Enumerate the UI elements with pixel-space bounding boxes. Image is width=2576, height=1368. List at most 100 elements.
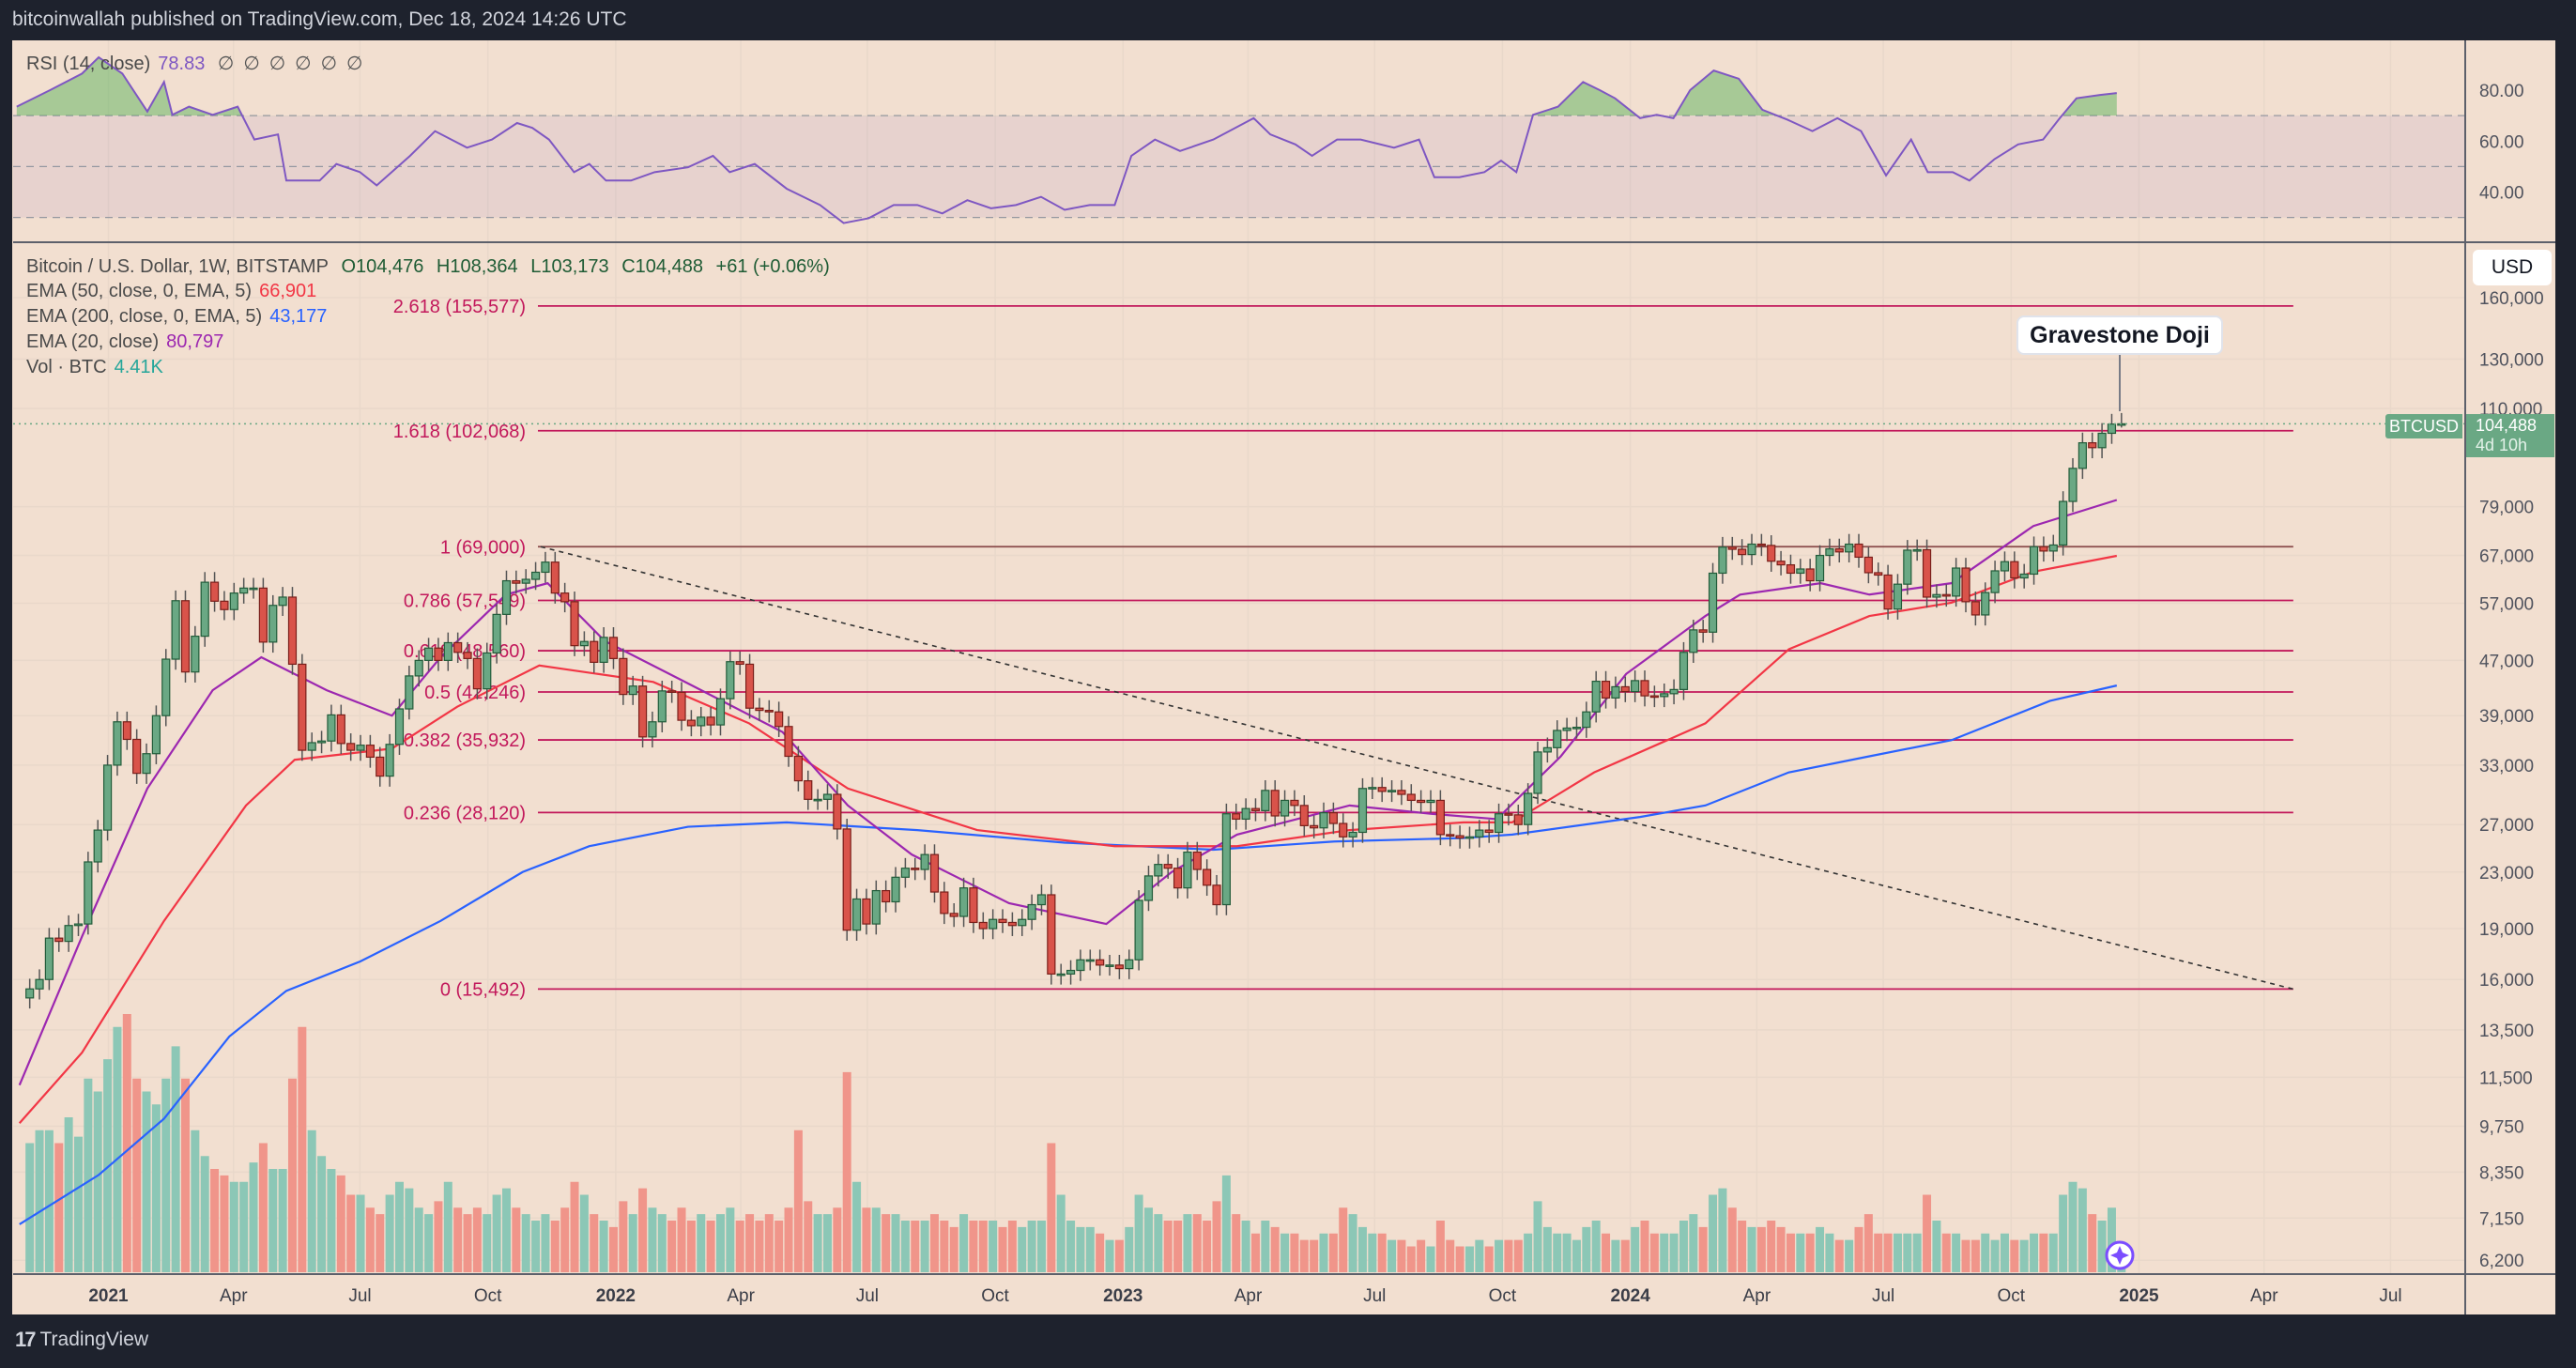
candle	[1776, 561, 1786, 566]
candle	[64, 925, 73, 943]
volume-bar	[1709, 1194, 1718, 1272]
candle	[550, 561, 560, 594]
volume-bar	[307, 1130, 316, 1272]
gravestone-doji-callout[interactable]: Gravestone Doji	[2016, 315, 2223, 355]
volume-bar	[1854, 1226, 1863, 1272]
volume-bar	[1027, 1221, 1036, 1272]
candle	[405, 675, 414, 710]
volume-bar	[1767, 1221, 1776, 1272]
candle	[619, 657, 628, 696]
candle	[1183, 851, 1192, 889]
candle	[560, 592, 570, 603]
candle	[842, 828, 851, 931]
candle	[882, 889, 891, 903]
ohlc-high: H108,364	[436, 256, 518, 277]
volume-legend[interactable]: Vol · BTC 4.41K	[26, 357, 171, 378]
volume-bar	[1250, 1233, 1260, 1272]
volume-bar	[1397, 1239, 1406, 1272]
volume-bar	[142, 1091, 151, 1272]
candle	[278, 596, 287, 607]
candle	[949, 913, 958, 917]
time-axis-label: Jul	[856, 1286, 879, 1306]
volume-bar	[210, 1169, 220, 1272]
volume-bar	[1631, 1226, 1640, 1272]
volume-bar	[44, 1130, 54, 1272]
volume-bar	[1232, 1214, 1241, 1272]
time-axis-label: Jul	[1363, 1286, 1386, 1306]
candle	[1932, 593, 1941, 598]
candles[interactable]	[13, 412, 2465, 1009]
volume-bar	[1096, 1233, 1105, 1272]
rsi-pane[interactable]	[13, 55, 2465, 224]
candle	[969, 887, 978, 924]
symbol-legend[interactable]: Bitcoin / U.S. Dollar, 1W, BITSTAMP O104…	[26, 256, 837, 278]
candle	[1553, 730, 1562, 748]
volume-bar	[84, 1078, 93, 1272]
candle	[1952, 567, 1961, 597]
price-axis-label: 57,000	[2479, 595, 2534, 615]
price-axis-label: 23,000	[2479, 864, 2534, 884]
candle	[423, 647, 434, 661]
volume-bar	[774, 1221, 784, 1272]
volume-bar	[1203, 1221, 1212, 1272]
hidden-plot-icon: ∅	[243, 54, 260, 74]
candle	[327, 714, 336, 742]
volume-bar	[258, 1143, 268, 1272]
ema20-legend[interactable]: EMA (20, close) 80,797	[26, 331, 231, 353]
sparkle-target-icon[interactable]	[2105, 1240, 2135, 1270]
volume-bar	[1834, 1239, 1844, 1272]
candle	[1280, 799, 1290, 817]
volume-bar	[1805, 1233, 1815, 1272]
candle	[1922, 548, 1932, 598]
candle	[1698, 629, 1708, 633]
volume-bar	[638, 1188, 648, 1272]
candle	[657, 690, 667, 723]
candle	[579, 640, 589, 647]
rsi-legend-value: 78.83	[158, 54, 206, 74]
volume-bar	[531, 1221, 541, 1272]
candle	[472, 657, 482, 690]
volume-bar	[1845, 1239, 1854, 1272]
volume-bar	[1689, 1214, 1698, 1272]
footer-brand[interactable]: 17 TradingView	[15, 1328, 148, 1352]
volume-bar	[278, 1169, 287, 1272]
rsi-legend[interactable]: RSI (14, close) 78.83 ∅ ∅ ∅ ∅ ∅ ∅	[26, 52, 372, 75]
volume-bar	[550, 1221, 560, 1272]
candle	[1815, 554, 1825, 582]
candle	[1941, 593, 1951, 597]
candle	[686, 719, 696, 727]
volume-bar	[1883, 1233, 1893, 1272]
volume-bar	[726, 1207, 735, 1272]
hidden-plot-icon: ∅	[320, 54, 337, 74]
volume-bar	[677, 1207, 686, 1272]
candle	[648, 721, 657, 738]
candle	[2048, 544, 2058, 552]
volume-bar	[1154, 1214, 1163, 1272]
candle	[1475, 829, 1484, 838]
volume-bar	[1553, 1233, 1562, 1272]
candle	[1961, 567, 1970, 603]
fib-retracement[interactable]: 2.618 (155,577) 1.618 (102,068) 1 (69,000)…	[393, 297, 2294, 1001]
price-axis-label: 160,000	[2479, 289, 2544, 309]
candle	[35, 978, 44, 990]
volume-bar	[113, 1026, 122, 1272]
candle	[1310, 824, 1319, 829]
volume-bar	[745, 1214, 755, 1272]
volume-bar	[1660, 1233, 1669, 1272]
candle	[1660, 693, 1669, 698]
volume-bar	[1388, 1239, 1397, 1272]
volume-bar	[1582, 1226, 1591, 1272]
ema50-legend[interactable]: EMA (50, close, 0, EMA, 5) 66,901	[26, 281, 324, 302]
candle	[735, 661, 744, 666]
volume-bar	[2030, 1233, 2039, 1272]
candle	[1669, 688, 1679, 695]
volume-bar	[1406, 1246, 1416, 1272]
volume-bar	[940, 1221, 949, 1272]
candle	[1767, 545, 1776, 562]
ema200-legend[interactable]: EMA (200, close, 0, EMA, 5) 43,177	[26, 306, 334, 328]
currency-button[interactable]: USD	[2473, 250, 2552, 285]
axes: 160,000130,000110,00079,00067,00057,0004…	[88, 82, 2543, 1306]
ema50-label: EMA (50, close, 0, EMA, 5)	[26, 281, 253, 301]
candle	[2000, 561, 2010, 572]
